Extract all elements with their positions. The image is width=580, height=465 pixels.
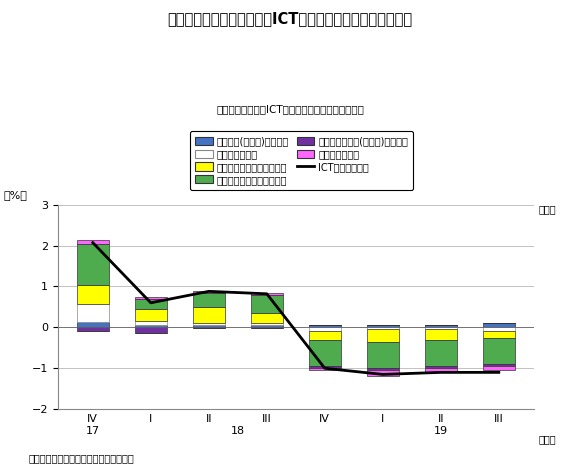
Bar [193, 326, 225, 327]
Bar [483, 323, 515, 327]
Bar [77, 327, 109, 332]
Text: 18: 18 [231, 426, 245, 436]
Bar [309, 326, 341, 327]
Bar [367, 327, 398, 329]
Text: （年）: （年） [538, 434, 556, 444]
Bar [193, 323, 225, 325]
Bar [483, 327, 515, 332]
Bar [367, 370, 398, 377]
Bar [425, 329, 456, 339]
Text: 輸出総額に占めるICT関連輸出（品目別）の寄与度: 輸出総額に占めるICT関連輸出（品目別）の寄与度 [216, 104, 364, 114]
Text: 17: 17 [86, 426, 100, 436]
Legend: 電算機類(含部品)・寄与度, 通信機・寄与度, 半導体等電子部品・寄与度, 半導体等製造装置・寄与度, 音響・映像機器(含部品)・寄与度, その他・寄与度, I: 電算機類(含部品)・寄与度, 通信機・寄与度, 半導体等電子部品・寄与度, 半導… [190, 131, 413, 190]
Bar [425, 366, 456, 368]
Bar [483, 338, 515, 364]
Bar [367, 368, 398, 370]
Bar [483, 364, 515, 366]
Bar [425, 326, 456, 327]
Bar [309, 327, 341, 332]
Bar [77, 285, 109, 304]
Text: （出所）財務省「貿易統計」から作成。: （出所）財務省「貿易統計」から作成。 [29, 452, 135, 463]
Text: 19: 19 [434, 426, 448, 436]
Bar [193, 292, 225, 307]
Bar [309, 366, 341, 368]
Bar [135, 321, 167, 326]
Bar [77, 240, 109, 244]
Bar [251, 313, 283, 323]
Bar [367, 329, 398, 342]
Text: （%）: （%） [3, 191, 27, 200]
Bar [425, 368, 456, 372]
Bar [135, 327, 167, 333]
Bar [193, 307, 225, 323]
Bar [251, 292, 283, 295]
Bar [309, 368, 341, 370]
Bar [77, 244, 109, 285]
Bar [483, 332, 515, 338]
Bar [425, 327, 456, 329]
Bar [77, 304, 109, 322]
Bar [251, 326, 283, 327]
Text: 図表８　輸出総額に占めるICT関連輸出（品目別）の寄与度: 図表８ 輸出総額に占めるICT関連輸出（品目別）の寄与度 [168, 12, 412, 27]
Bar [135, 326, 167, 327]
Bar [251, 295, 283, 313]
Bar [135, 299, 167, 309]
Bar [77, 322, 109, 327]
Bar [367, 342, 398, 368]
Bar [193, 327, 225, 328]
Bar [251, 327, 283, 328]
Bar [309, 339, 341, 366]
Bar [251, 323, 283, 325]
Bar [135, 309, 167, 321]
Text: （期）: （期） [538, 205, 556, 215]
Bar [367, 326, 398, 327]
Bar [425, 339, 456, 366]
Bar [135, 297, 167, 299]
Bar [483, 366, 515, 370]
Bar [193, 291, 225, 292]
Bar [309, 332, 341, 339]
